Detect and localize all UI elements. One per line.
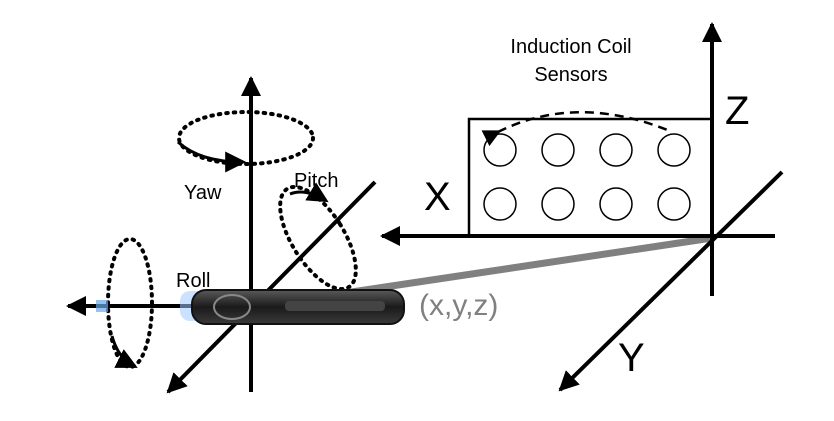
induction-coil xyxy=(599,187,633,221)
roll-arrow xyxy=(110,335,138,368)
induction-coil xyxy=(483,187,517,221)
magnetic-sensor-capsule xyxy=(96,289,405,325)
pitch-label: Pitch xyxy=(294,170,338,192)
coil-sensors-title-line1: Induction Coil xyxy=(510,36,631,58)
induction-coil xyxy=(483,133,517,167)
roll-rotation-path xyxy=(106,237,154,369)
coil-sensors-title-line2: Sensors xyxy=(534,64,607,86)
pitch-rotation-path xyxy=(278,184,358,292)
induction-coil xyxy=(599,133,633,167)
sensor-diagonal-axis xyxy=(166,180,377,394)
axis-label-z: Z xyxy=(725,89,749,133)
induction-coil xyxy=(657,187,691,221)
coil-field-arc xyxy=(481,111,671,147)
sensor-frame xyxy=(66,76,405,394)
induction-coil xyxy=(657,133,691,167)
coil-board xyxy=(467,117,714,238)
axis-label-x: X xyxy=(424,175,451,219)
induction-coil xyxy=(541,133,575,167)
induction-coil xyxy=(541,187,575,221)
axis-label-y: Y xyxy=(618,336,645,380)
position-label: (x,y,z) xyxy=(419,289,498,322)
coil-array xyxy=(483,133,691,221)
yaw-arrow xyxy=(176,140,247,173)
pitch-arrow xyxy=(289,182,329,203)
coil-y-axis xyxy=(558,170,784,392)
roll-label: Roll xyxy=(176,270,210,292)
coil-frame xyxy=(380,22,784,392)
yaw-label: Yaw xyxy=(184,182,222,204)
